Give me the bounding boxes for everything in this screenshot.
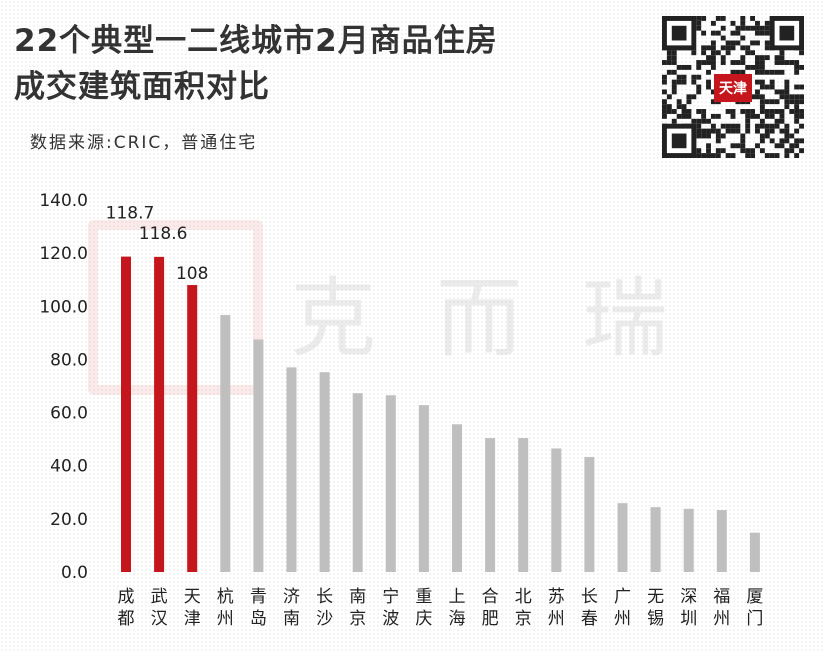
x-tick-label: 长: [316, 587, 333, 607]
x-tick-label: 厦: [746, 587, 763, 607]
x-tick-label: 合: [482, 587, 499, 607]
x-tick-label: 州: [713, 609, 730, 629]
x-tick-label: 成: [118, 587, 135, 607]
x-tick-label: 杭: [217, 587, 234, 607]
bar-成都: [121, 256, 131, 572]
x-tick-label: 肥: [482, 609, 499, 629]
x-tick-label: 广: [614, 587, 631, 607]
data-label: 118.7: [106, 204, 155, 224]
x-tick-label: 宁: [382, 587, 399, 607]
bar-宁波: [385, 395, 396, 572]
x-tick-label: 州: [614, 609, 631, 629]
y-tick-label: 40.0: [50, 457, 88, 477]
x-tick-label: 圳: [680, 609, 697, 629]
x-tick-label: 州: [548, 609, 565, 629]
x-tick-label: 武: [151, 587, 168, 607]
bar-合肥: [485, 438, 496, 572]
y-tick-label: 0.0: [61, 563, 88, 583]
x-tick-label: 长: [581, 587, 598, 607]
bar-苏州: [551, 448, 562, 572]
y-tick-label: 100.0: [39, 297, 88, 317]
data-label: 118.6: [139, 224, 188, 244]
x-tick-label: 京: [349, 609, 366, 629]
bar-深圳: [683, 508, 694, 572]
bar-福州: [716, 510, 727, 572]
watermark-text: 克而瑞: [290, 269, 728, 369]
x-tick-label: 上: [449, 587, 466, 607]
bar-广州: [617, 503, 628, 572]
x-tick-label: 济: [283, 587, 300, 607]
bar-南京: [352, 393, 363, 572]
qr-code: [662, 16, 804, 158]
bar-天津: [187, 285, 198, 572]
x-tick-label: 北: [515, 587, 532, 607]
x-tick-label: 福: [713, 587, 730, 607]
y-tick-label: 120.0: [39, 244, 88, 264]
x-tick-label: 岛: [250, 609, 267, 629]
bar-青岛: [253, 339, 264, 572]
bar-长春: [584, 456, 595, 572]
data-label: 108: [176, 264, 208, 284]
bar-无锡: [650, 507, 661, 572]
x-tick-label: 天: [184, 587, 201, 607]
x-tick-label: 苏: [548, 587, 565, 607]
x-tick-label: 庆: [415, 609, 432, 629]
bar-武汉: [154, 256, 165, 572]
x-tick-label: 门: [746, 609, 763, 629]
x-tick-label: 波: [382, 609, 399, 629]
bar-上海: [452, 424, 462, 572]
x-tick-label: 青: [250, 587, 267, 607]
x-tick-label: 州: [217, 609, 234, 629]
x-tick-label: 南: [349, 587, 366, 607]
x-tick-label: 海: [449, 609, 466, 629]
watermark-logo: [88, 220, 263, 395]
y-tick-label: 20.0: [50, 510, 88, 530]
y-tick-label: 140.0: [39, 191, 88, 211]
title-line-2: 成交建筑面积对比: [14, 69, 270, 105]
x-tick-label: 春: [581, 609, 598, 629]
x-tick-label: 南: [283, 609, 300, 629]
x-tick-label: 锡: [647, 609, 664, 629]
x-tick-label: 京: [515, 609, 532, 629]
qr-badge: 天津: [714, 74, 752, 102]
y-tick-label: 60.0: [50, 404, 88, 424]
bar-厦门: [749, 532, 760, 572]
bar-杭州: [220, 315, 231, 572]
bar-重庆: [418, 405, 429, 572]
x-tick-label: 重: [415, 587, 432, 607]
x-tick-label: 无: [647, 587, 664, 607]
x-tick-label: 深: [680, 587, 697, 607]
x-tick-label: 津: [184, 609, 201, 629]
bar-长沙: [319, 372, 330, 572]
y-tick-label: 80.0: [50, 350, 88, 370]
bar-北京: [518, 438, 529, 572]
x-tick-label: 汉: [151, 609, 168, 629]
x-tick-label: 沙: [316, 609, 333, 629]
bar-济南: [286, 367, 297, 572]
chart-title: 22个典型一二线城市2月商品住房 成交建筑面积对比: [14, 18, 498, 110]
data-source: 数据来源:CRIC，普通住宅: [30, 133, 258, 153]
x-tick-label: 都: [118, 609, 135, 629]
title-line-1: 22个典型一二线城市2月商品住房: [14, 23, 498, 59]
